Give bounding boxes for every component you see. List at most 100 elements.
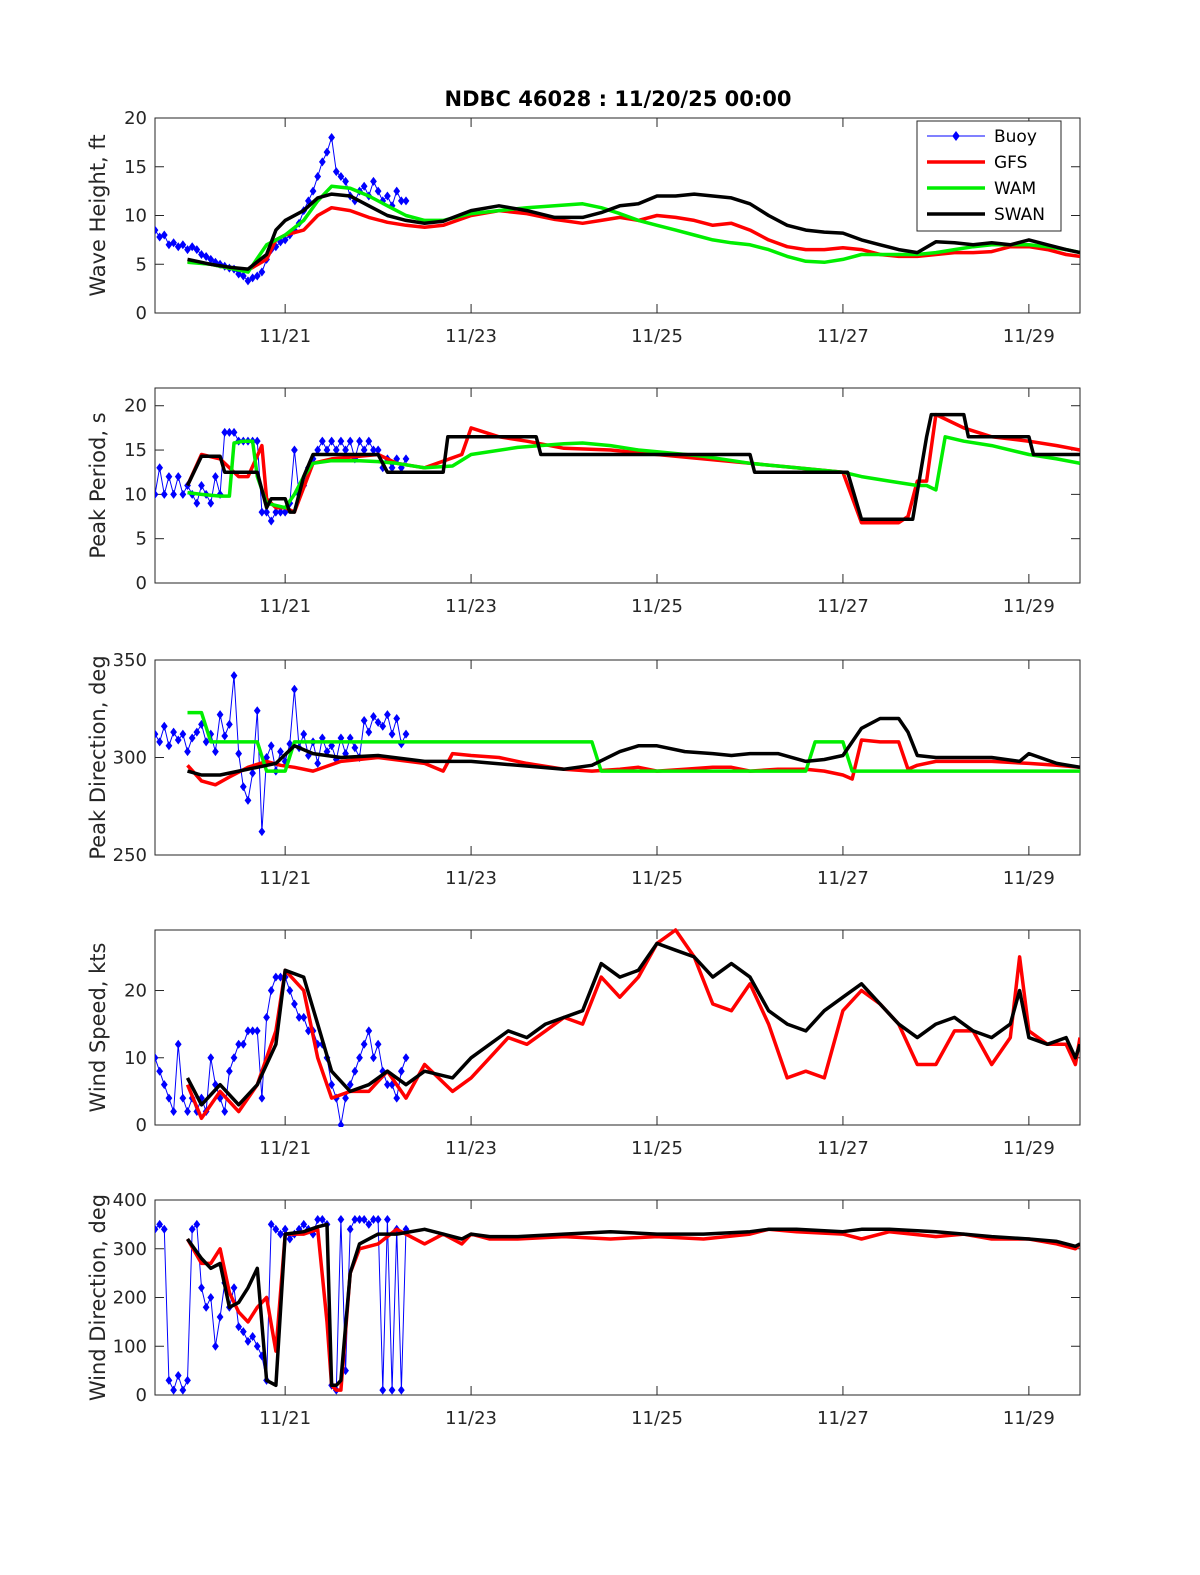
series-line-swan: [186, 1222, 1080, 1388]
buoy-point: [281, 1224, 289, 1234]
axes-box: [154, 929, 1081, 1126]
ytick-label: 10: [124, 206, 147, 227]
buoy-point: [156, 1219, 164, 1229]
buoy-point: [267, 516, 275, 526]
buoy-point: [291, 999, 298, 1009]
buoy-point: [393, 1093, 401, 1103]
buoy-point: [198, 1283, 205, 1293]
buoy-point: [207, 254, 215, 264]
buoy-point: [244, 276, 252, 286]
xtick-label: 11/25: [631, 1138, 683, 1159]
buoy-point: [384, 1215, 391, 1224]
buoy-point: [384, 1080, 391, 1090]
buoy-point: [155, 225, 159, 235]
buoy-point: [160, 230, 168, 240]
buoy-point: [193, 245, 201, 255]
buoy-point: [193, 1219, 201, 1229]
buoy-point: [342, 176, 349, 186]
buoy-point: [365, 436, 373, 446]
buoy-point: [230, 1053, 238, 1063]
buoy-point: [402, 196, 410, 206]
legend: Buoy GFS WAM SWAN: [916, 120, 1062, 232]
buoy-point: [230, 671, 238, 681]
series-line-gfs: [185, 928, 1080, 1121]
ytick-label: 0: [136, 1385, 147, 1406]
buoy-point: [202, 251, 210, 261]
xtick-label: 11/21: [259, 868, 311, 889]
buoy-point: [374, 717, 382, 727]
buoy-point: [258, 827, 266, 837]
buoy-point: [337, 1120, 345, 1127]
buoy-point: [165, 1093, 173, 1103]
buoy-point: [212, 472, 219, 482]
ytick-label: 0: [136, 1115, 147, 1136]
buoy-point: [207, 1053, 215, 1063]
buoy-point: [309, 186, 317, 196]
buoy-point: [337, 436, 345, 446]
ytick-label: 20: [124, 108, 147, 129]
buoy-point: [212, 1341, 219, 1351]
buoy-point: [216, 710, 224, 720]
xtick-label: 11/21: [259, 1138, 311, 1159]
buoy-point: [351, 743, 359, 753]
buoy-point: [351, 1215, 359, 1224]
buoy-point: [365, 1219, 373, 1229]
buoy-point: [397, 196, 405, 206]
buoy-point: [291, 684, 298, 694]
buoy-point: [239, 1039, 247, 1049]
buoy-point: [155, 489, 159, 499]
buoy-point: [253, 706, 261, 716]
buoy-point: [272, 1224, 280, 1234]
buoy-point: [239, 782, 247, 792]
xtick-label: 11/25: [631, 596, 683, 617]
series-line-swan: [187, 192, 1080, 271]
buoy-point: [277, 1229, 284, 1239]
plot-area: [155, 1215, 1080, 1395]
buoy-point: [155, 729, 159, 739]
xtick-label: 11/29: [1003, 326, 1055, 347]
ytick-label: 15: [124, 157, 147, 178]
buoy-point: [374, 1215, 382, 1224]
buoy-point: [402, 454, 410, 464]
buoy-point: [356, 1215, 363, 1224]
buoy-point: [160, 721, 168, 731]
buoy-point: [328, 436, 336, 446]
buoy-point: [207, 1293, 215, 1302]
xtick-label: 11/23: [445, 1138, 497, 1159]
plot-area: [155, 671, 1080, 837]
buoy-point: [374, 445, 382, 455]
panel-ws: 0 10 20 11/21 11/23 11/25 11/27 11/29 Wind Speed…: [86, 928, 1081, 1159]
axes-box: [154, 1199, 1081, 1396]
buoy-point: [188, 242, 196, 252]
buoy-point: [374, 1039, 382, 1049]
ytick-label: 20: [124, 981, 147, 1002]
figure-title: NDBC 46028 : 11/20/25 00:00: [445, 87, 792, 111]
buoy-point: [393, 714, 401, 723]
buoy-point: [165, 472, 173, 482]
series-line-gfs: [187, 205, 1080, 272]
panel-wd: 0 100 200 300 400 11/21 11/23 11/25 11/27 11/29 Wi…: [86, 1190, 1081, 1429]
buoy-point: [328, 1080, 336, 1090]
series-line-swan: [185, 941, 1080, 1107]
buoy-point: [370, 1215, 377, 1224]
ytick-label: 5: [136, 254, 147, 275]
buoy-point: [179, 1093, 187, 1103]
xtick-label: 11/29: [1003, 1138, 1055, 1159]
buoy-point: [202, 1302, 210, 1312]
xtick-label: 11/27: [817, 1408, 869, 1429]
buoy-point: [300, 1219, 308, 1229]
buoy-point: [379, 721, 387, 731]
xtick-label: 11/21: [259, 1408, 311, 1429]
buoy-point: [277, 507, 284, 517]
buoy-point: [402, 1053, 410, 1063]
buoy-point: [342, 445, 349, 455]
panels: 0 5 10 15 20 11/21 11/23 11/25 11/27 11/29 Wave He…: [86, 108, 1081, 1429]
plot-area: [155, 133, 1080, 286]
buoy-point: [235, 1322, 243, 1332]
legend-marker: [952, 131, 960, 141]
series-line-wam: [187, 710, 1080, 773]
xtick-label: 11/21: [259, 596, 311, 617]
buoy-point: [244, 1026, 252, 1036]
ytick-label: 350: [113, 650, 147, 671]
